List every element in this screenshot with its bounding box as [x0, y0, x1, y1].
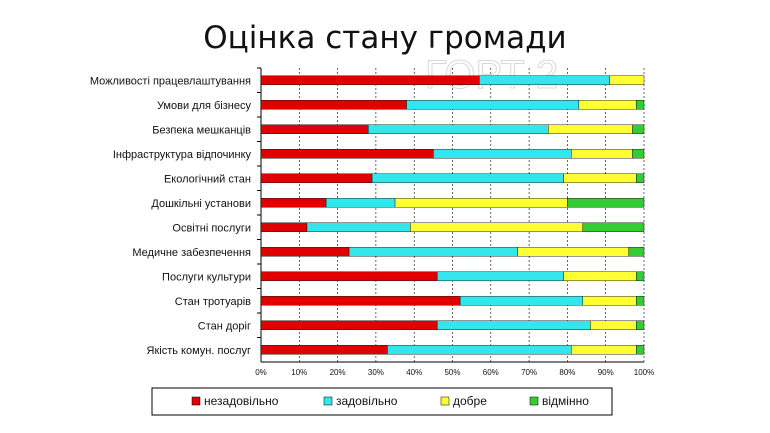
bar-1-series-1: [406, 100, 580, 110]
category-label: Послуги культури: [162, 271, 251, 283]
legend-swatch-1: [323, 396, 333, 406]
bar-4-series-1: [371, 173, 564, 183]
category-label: Стан доріг: [198, 320, 251, 332]
x-tick-label: 0%: [255, 368, 267, 377]
bar-7-series-1: [348, 247, 518, 257]
x-tick-label: 70%: [521, 368, 537, 377]
category-label: Освітні послуги: [172, 222, 251, 234]
bar-11-series-1: [387, 345, 572, 355]
bar-4-series-3: [636, 173, 645, 183]
category-label: Дошкільні установи: [151, 198, 251, 210]
bar-8-series-0: [260, 271, 438, 281]
bar-6-series-3: [582, 222, 645, 232]
bar-8-series-1: [436, 271, 564, 281]
bar-3-series-3: [632, 149, 645, 159]
bar-7-series-2: [517, 247, 629, 257]
bar-0-series-0: [260, 75, 480, 85]
x-tick-label: 90%: [598, 368, 614, 377]
bar-5-series-1: [325, 198, 396, 208]
legend-label: незадовільно: [204, 394, 279, 408]
chart-title: Оцінка стану громади: [203, 20, 567, 56]
bar-2-series-2: [548, 124, 633, 134]
bar-9-series-3: [636, 296, 645, 306]
bar-2-series-1: [368, 124, 549, 134]
bar-9-series-1: [459, 296, 583, 306]
legend-swatch-0: [191, 396, 201, 406]
bar-10-series-1: [436, 320, 591, 330]
bar-10-series-3: [636, 320, 645, 330]
bar-4-series-0: [260, 173, 373, 183]
bar-0-series-2: [609, 75, 645, 85]
legend-label: відмінно: [542, 394, 589, 408]
bar-6-series-0: [260, 222, 308, 232]
x-tick-label: 80%: [559, 368, 575, 377]
bar-8-series-3: [636, 271, 645, 281]
bar-2-series-3: [632, 124, 645, 134]
bar-5-series-0: [260, 198, 327, 208]
category-label: Екологічний стан: [164, 173, 251, 185]
bar-4-series-2: [563, 173, 637, 183]
bar-3-series-2: [571, 149, 633, 159]
x-tick-label: 20%: [330, 368, 346, 377]
x-tick-label: 50%: [444, 368, 460, 377]
bar-0-series-1: [479, 75, 610, 85]
legend-label: добре: [453, 394, 487, 408]
bar-11-series-3: [636, 345, 645, 355]
category-label: Якість комун. послуг: [147, 345, 251, 357]
x-tick-label: 40%: [406, 368, 422, 377]
x-tick-label: 100%: [634, 368, 654, 377]
bar-6-series-2: [410, 222, 583, 232]
category-label: Безпека мешканців: [152, 124, 251, 136]
category-label: Умови для бізнесу: [157, 100, 252, 112]
category-label: Стан тротуарів: [175, 296, 251, 308]
bar-9-series-0: [260, 296, 461, 306]
bar-6-series-1: [306, 222, 411, 232]
bar-8-series-2: [563, 271, 637, 281]
bar-10-series-0: [260, 320, 438, 330]
x-tick-label: 60%: [483, 368, 499, 377]
x-tick-label: 10%: [291, 368, 307, 377]
bar-1-series-2: [578, 100, 637, 110]
bar-1-series-0: [260, 100, 407, 110]
legend-label: задовільно: [336, 394, 398, 408]
bar-7-series-0: [260, 247, 350, 257]
bar-5-series-3: [567, 198, 645, 208]
bar-9-series-2: [582, 296, 637, 306]
bar-1-series-3: [636, 100, 645, 110]
legend-swatch-2: [440, 396, 450, 406]
bar-11-series-2: [571, 345, 637, 355]
bar-10-series-2: [590, 320, 637, 330]
x-tick-label: 30%: [368, 368, 384, 377]
category-label: Медичне забезпечення: [132, 247, 251, 259]
bar-2-series-0: [260, 124, 369, 134]
bar-3-series-1: [433, 149, 572, 159]
category-label: Інфраструктура відпочинку: [113, 149, 252, 161]
bar-3-series-0: [260, 149, 434, 159]
category-label: Можливості працевлаштування: [90, 75, 251, 87]
bar-7-series-3: [628, 247, 645, 257]
bar-11-series-0: [260, 345, 388, 355]
bar-5-series-2: [394, 198, 568, 208]
watermark-text: ГОРТ 2: [425, 53, 558, 97]
legend-swatch-3: [529, 396, 539, 406]
